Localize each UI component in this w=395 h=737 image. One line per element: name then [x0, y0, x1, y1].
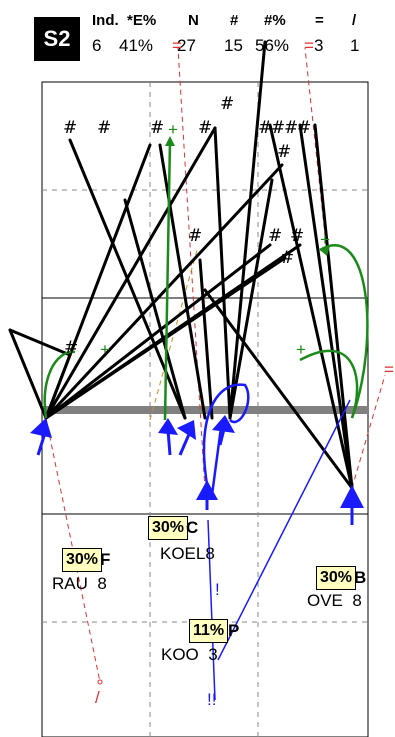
point-marker: #: [268, 226, 283, 246]
eq-marker: =: [172, 36, 182, 55]
player-p-name: KOO 3: [161, 645, 218, 664]
point-marker: #: [64, 338, 79, 358]
plus-marker: +: [320, 230, 330, 249]
eq-marker: =: [304, 36, 314, 55]
plus-marker: +: [168, 120, 178, 139]
ball-landing-dot: [97, 679, 103, 685]
point-marker: #: [271, 118, 286, 138]
point-marker: #: [220, 94, 235, 114]
trajectory-block: [149, 249, 198, 421]
player-b-percentage: 30%: [316, 566, 357, 590]
blue-trajectories: [202, 383, 351, 701]
player-c-percentage: 30%: [148, 516, 189, 540]
plus-marker: +: [100, 340, 110, 359]
player-b-tag: B: [354, 568, 367, 587]
player-arrow-c2: [177, 420, 196, 456]
player-b-name: OVE 8: [307, 591, 362, 610]
player-c-name: KOEL8: [160, 544, 215, 563]
slash-marker: /: [95, 688, 100, 707]
blue-path-to-b: [217, 399, 351, 661]
player-f-tag: F: [100, 550, 111, 569]
point-marker: #: [258, 118, 273, 138]
player-arrows: [30, 415, 364, 525]
point-marker: #: [63, 118, 78, 138]
set-badge: S2: [34, 17, 80, 61]
player-f-percentage: 30%: [62, 548, 103, 572]
green-path-f: [43, 350, 76, 419]
trajectory-b-out-right: [351, 374, 386, 489]
header-slash: /: [352, 12, 357, 29]
player-p-tag: P: [228, 621, 240, 640]
player-arrow-p: [196, 480, 218, 510]
double-excl-marker: !!: [207, 690, 217, 709]
player-arrow-c1: [158, 418, 178, 456]
player-arrow-c3: [212, 415, 235, 446]
excl-marker: !: [215, 580, 220, 599]
header-hash: #: [230, 12, 239, 29]
point-marker: #: [198, 118, 213, 138]
value-n: 27: [177, 36, 196, 55]
green-trajectories: [43, 139, 369, 421]
point-marker: #: [97, 118, 112, 138]
blue-loop-c: [202, 383, 250, 491]
value-hash: 15: [224, 36, 243, 55]
green-path-b-high: [319, 244, 369, 419]
header-n: N: [188, 12, 199, 29]
blue-path-p-down: [207, 519, 216, 701]
point-marker: #: [188, 226, 203, 246]
player-arrow-f: [30, 418, 52, 456]
attack-lines: [8, 40, 354, 490]
header-ind: Ind.: [92, 12, 119, 29]
point-marker: #: [290, 226, 305, 246]
plus-marker: +: [296, 340, 306, 359]
point-marker: #: [297, 118, 312, 138]
value-efficiency: 41%: [119, 36, 154, 55]
value-ind: 6: [92, 36, 102, 55]
point-marker: #: [280, 248, 295, 268]
trajectory-c-out: [177, 47, 206, 491]
player-f-name: RAU 8: [52, 574, 107, 593]
green-arrowhead-b: [320, 246, 330, 256]
value-eq: 3: [314, 36, 324, 55]
eq-marker: =: [384, 360, 394, 379]
header-eq: =: [315, 12, 324, 29]
player-p-percentage: 11%: [189, 619, 229, 643]
player-arrow-b: [340, 485, 364, 525]
value-slash: 1: [350, 36, 360, 55]
green-arrowhead-c: [165, 136, 175, 146]
green-path-c: [163, 139, 172, 421]
header-hash-pct: #%: [264, 12, 286, 29]
point-marker: #: [150, 118, 165, 138]
header-efficiency: *E%: [127, 12, 157, 29]
point-marker: #: [277, 142, 292, 162]
point-marker: #: [284, 118, 299, 138]
player-c-tag: C: [186, 518, 199, 537]
